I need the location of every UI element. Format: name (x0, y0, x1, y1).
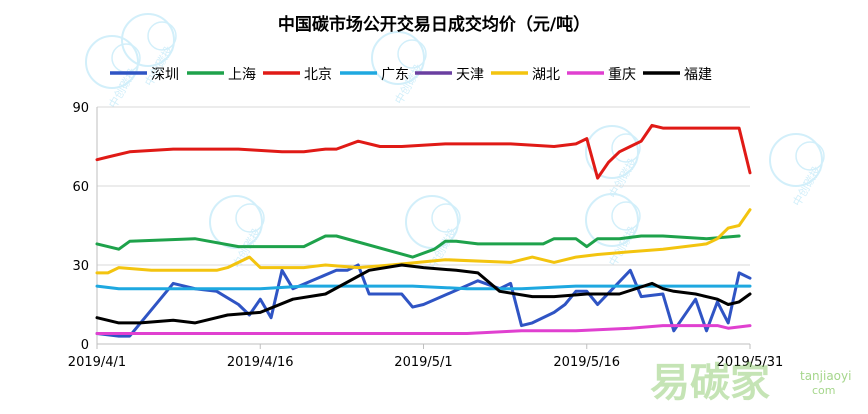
y-tick-label: 0 (81, 338, 89, 353)
x-tick-label: 2019/5/16 (553, 355, 620, 370)
legend-item: 湖北 (491, 67, 560, 83)
series-line (95, 284, 752, 291)
watermark-domain-text: com (812, 384, 836, 397)
y-tick-label: 90 (72, 101, 89, 116)
watermark-emblem: 中创碳投 (769, 133, 825, 209)
legend-item: 广东 (340, 67, 409, 83)
legend-item: 重庆 (567, 67, 636, 83)
y-tick-labels: 0 30 60 90 (72, 101, 89, 353)
y-tick-label: 30 (72, 259, 89, 274)
series-line (95, 234, 741, 259)
legend-item: 上海 (187, 67, 256, 83)
series-line (95, 123, 752, 180)
legend-label: 天津 (456, 67, 484, 83)
watermark-cn-text: 易碳家 (650, 360, 770, 406)
watermark-emblem: 中创碳投 (585, 193, 641, 269)
x-tick-label: 2019/4/1 (68, 355, 126, 370)
legend-label: 北京 (304, 67, 332, 83)
series-line (95, 263, 752, 325)
legend-item: 深圳 (110, 67, 179, 83)
watermark-logo: 易碳家 tanjiaoyi com (650, 360, 851, 406)
series-lines (95, 123, 752, 338)
x-tick-label: 2019/5/31 (717, 355, 784, 370)
series-line (95, 208, 752, 275)
legend-label: 广东 (381, 67, 409, 83)
axes (96, 107, 750, 345)
legend-label: 深圳 (151, 67, 179, 83)
legend-item: 北京 (263, 67, 332, 83)
grid-lines (97, 106, 750, 266)
legend-label: 福建 (684, 67, 712, 83)
x-tick-label: 2019/5/1 (394, 355, 452, 370)
legend: 深圳 上海 北京 广东 天津 湖北 重庆 福建 (110, 67, 712, 83)
legend-item: 天津 (415, 67, 484, 83)
chart-title: 中国碳市场公开交易日成交均价（元/吨） (278, 14, 590, 35)
legend-label: 重庆 (608, 67, 636, 83)
watermark-en-text: tanjiaoyi (800, 369, 851, 383)
x-tick-labels: 2019/4/1 2019/4/16 2019/5/1 2019/5/16 2019/5… (68, 344, 784, 370)
legend-item: 福建 (643, 67, 712, 83)
series-line (95, 324, 752, 335)
legend-label: 湖北 (532, 67, 560, 83)
y-tick-label: 60 (72, 180, 89, 195)
legend-label: 上海 (228, 67, 256, 83)
watermark-emblem: 中创碳投 (209, 195, 265, 271)
x-tick-label: 2019/4/16 (227, 355, 294, 370)
series-line (95, 263, 752, 338)
